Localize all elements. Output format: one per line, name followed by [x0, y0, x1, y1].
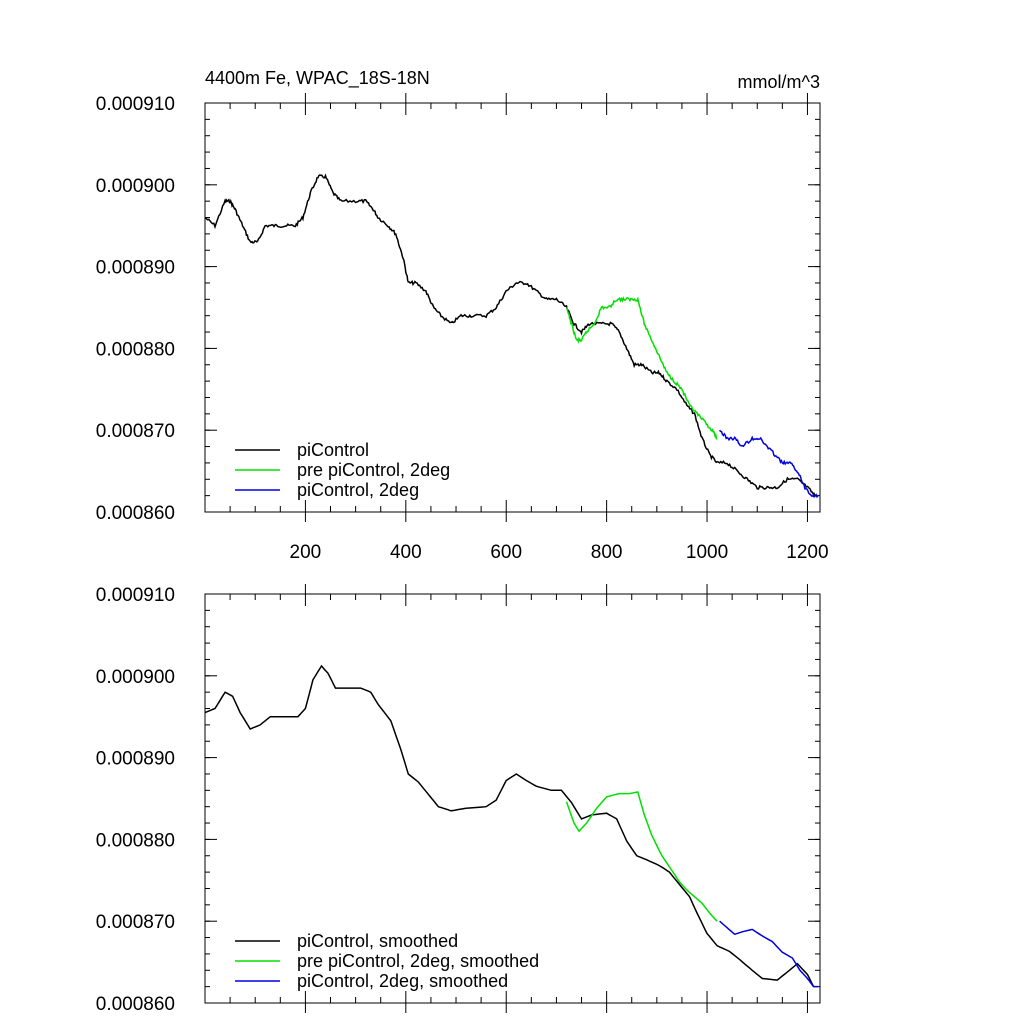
legend-label: piControl, 2deg: [297, 480, 419, 500]
y-tick-label: 0.000890: [96, 258, 175, 279]
series-line: [566, 296, 718, 440]
legend-label: piControl, smoothed: [297, 931, 458, 951]
x-tick-label: 1000: [686, 542, 728, 563]
y-tick-label: 0.000910: [96, 94, 175, 115]
x-tick-label: 200: [290, 542, 322, 563]
y-tick-label: 0.000880: [96, 830, 175, 851]
x-tick-label: 800: [591, 542, 623, 563]
chart-units: mmol/m^3: [738, 72, 820, 92]
series-line: [204, 664, 815, 987]
y-tick-label: 0.000900: [96, 667, 175, 688]
y-tick-label: 0.000900: [96, 176, 175, 197]
bottom-panel: 0.000860 0.000870 0.000880 0.000890 0.000900…: [96, 584, 821, 1015]
series-line: [719, 429, 820, 499]
legend-label: piControl, 2deg, smoothed: [297, 971, 508, 991]
y-tick-label: 0.000860: [96, 503, 175, 524]
series-line: [204, 173, 816, 497]
y-tick-label: 0.000880: [96, 339, 175, 360]
top-panel: 0.000860 0.000870 0.000880 0.000890 0.000900…: [96, 93, 829, 563]
series-line: [719, 920, 819, 988]
y-tick-label: 0.000870: [96, 912, 175, 933]
y-tick-label: 0.000890: [96, 749, 175, 770]
plot-frame: [204, 102, 821, 513]
y-tick-label: 0.000910: [96, 585, 175, 606]
legend-label: pre piControl, 2deg: [297, 460, 450, 480]
series-line: [565, 791, 718, 922]
x-tick-label: 1200: [786, 542, 828, 563]
x-tick-label: 400: [390, 542, 422, 563]
legend-label: piControl: [297, 440, 369, 460]
legend-label: pre piControl, 2deg, smoothed: [297, 951, 539, 971]
y-tick-label: 0.000860: [96, 994, 175, 1015]
plot-frame: [204, 593, 821, 1004]
chart-title: 4400m Fe, WPAC_18S-18N: [205, 68, 430, 89]
y-tick-label: 0.000870: [96, 421, 175, 442]
x-tick-label: 600: [490, 542, 522, 563]
